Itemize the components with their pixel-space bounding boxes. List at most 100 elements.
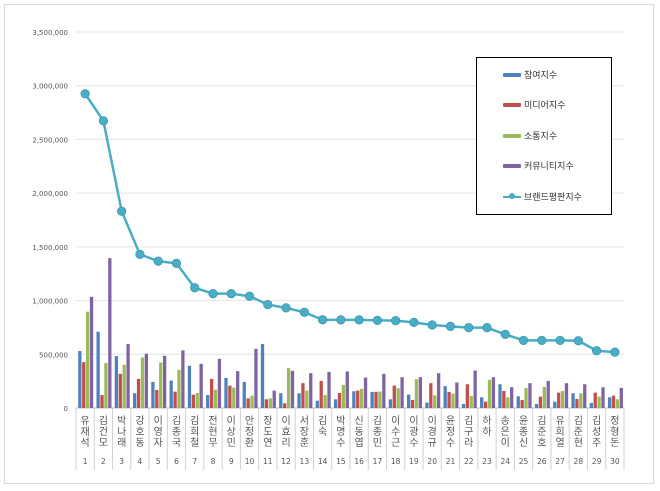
line-point [318, 315, 328, 325]
rank-label: 23 [482, 457, 492, 466]
bar-참여지수 [480, 397, 484, 408]
line-point [244, 291, 255, 301]
bar-참여지수 [388, 399, 393, 408]
rank-label: 7 [192, 457, 197, 466]
bar-미디어지수 [356, 390, 360, 408]
line-point [500, 329, 510, 340]
bar-참여지수 [114, 356, 119, 408]
bar-미디어지수 [264, 399, 269, 408]
bar-소통지수 [396, 388, 400, 408]
bar-참여지수 [333, 399, 338, 408]
rank-label: 4 [138, 457, 143, 466]
bar-소통지수 [615, 399, 620, 408]
line-point [135, 249, 145, 259]
legend-label: 미디어지수 [524, 101, 566, 111]
bar-미디어지수 [410, 399, 415, 408]
bar-미디어지수 [557, 392, 561, 408]
bar-참여지수 [224, 377, 228, 408]
rank-label: 27 [555, 457, 565, 466]
bar-참여지수 [133, 393, 137, 408]
bar-커뮤니티지수 [199, 363, 203, 408]
bar-커뮤니티지수 [473, 370, 477, 408]
bar-소통지수 [86, 311, 90, 408]
y-tick-label: 3,000,000 [32, 83, 68, 91]
bar-미디어지수 [155, 389, 159, 408]
legend-swatch [503, 102, 521, 107]
line-point [555, 335, 565, 346]
rank-label: 9 [229, 457, 234, 466]
bar-미디어지수 [191, 394, 195, 408]
bar-미디어지수 [209, 378, 214, 408]
bar-소통지수 [506, 397, 510, 408]
rank-label: 13 [300, 457, 310, 466]
bar-커뮤니티지수 [144, 353, 148, 408]
bar-미디어지수 [374, 391, 378, 408]
bar-소통지수 [159, 362, 163, 408]
bar-소통지수 [414, 379, 419, 408]
bar-미디어지수 [611, 395, 616, 408]
bar-소통지수 [378, 391, 382, 408]
y-tick-label: 500,000 [39, 351, 68, 359]
bar-미디어지수 [593, 392, 597, 408]
bar-소통지수 [341, 384, 346, 408]
rank-label: 24 [500, 457, 510, 466]
y-tick-label: 2,500,000 [32, 136, 68, 144]
bar-미디어지수 [283, 403, 287, 408]
legend-label: 소통지수 [524, 132, 558, 142]
bar-참여지수 [206, 395, 210, 408]
bar-참여지수 [571, 393, 575, 408]
rank-label: 20 [427, 457, 437, 466]
bar-소통지수 [323, 395, 327, 408]
bar-커뮤니티지수 [400, 377, 404, 408]
bar-커뮤니티지수 [601, 387, 605, 408]
line-point [153, 256, 163, 266]
bar-커뮤니티지수 [126, 344, 130, 408]
bar-커뮤니티지수 [510, 387, 514, 408]
bar-커뮤니티지수 [89, 296, 94, 408]
bar-커뮤니티지수 [583, 384, 587, 408]
rank-label: 5 [156, 457, 161, 466]
rank-label: 11 [263, 457, 273, 466]
bar-소통지수 [104, 363, 108, 408]
bar-참여지수 [516, 396, 520, 408]
bar-커뮤니티지수 [436, 373, 441, 408]
legend-item-brand-index: 브랜드평판지수 [503, 190, 582, 203]
rank-label: 21 [446, 457, 456, 466]
bar-미디어지수 [538, 396, 543, 408]
bar-커뮤니티지수 [382, 373, 386, 408]
bar-커뮤니티지수 [217, 358, 222, 408]
bar-커뮤니티지수 [272, 390, 276, 408]
legend-swatch [503, 163, 521, 168]
legend-item-community: 커뮤니티지수 [503, 159, 574, 172]
line-point [299, 307, 309, 317]
bar-미디어지수 [82, 362, 86, 408]
bar-미디어지수 [100, 395, 104, 408]
bar-커뮤니티지수 [491, 377, 496, 408]
bar-미디어지수 [465, 384, 469, 408]
rank-label: 14 [318, 457, 328, 466]
rank-label: 15 [336, 457, 346, 466]
rank-label: 10 [245, 457, 255, 466]
legend-item-participation: 참여지수 [503, 68, 557, 81]
bar-소통지수 [560, 391, 565, 408]
line-point [190, 283, 200, 293]
rank-label: 8 [211, 457, 216, 466]
bar-소통지수 [433, 395, 437, 408]
line-point [226, 288, 236, 299]
line-point [482, 323, 492, 333]
bar-소통지수 [487, 379, 492, 408]
bar-참여지수 [352, 391, 356, 408]
line-point [117, 206, 127, 216]
